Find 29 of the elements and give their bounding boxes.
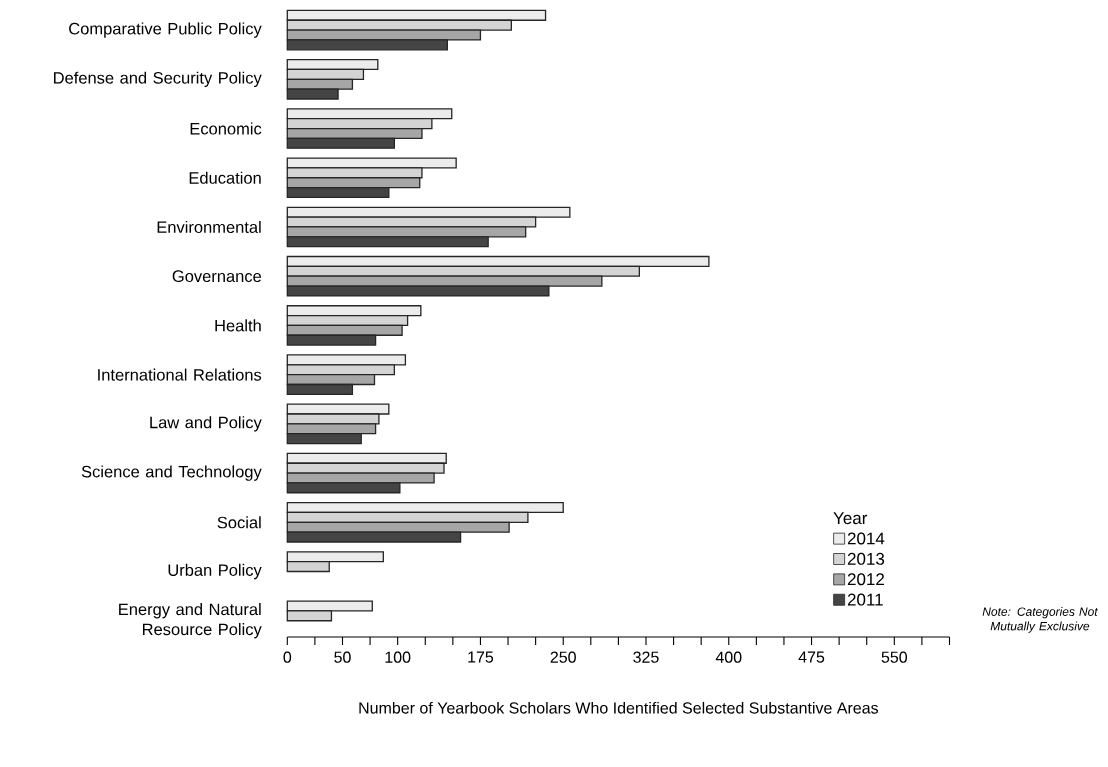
x-tick-label: 250 — [550, 651, 576, 663]
legend-label: 2014 — [847, 532, 885, 545]
x-tick-label: 550 — [881, 651, 908, 663]
y-tick-label: Law and Policy — [150, 416, 262, 432]
legend-label: 2013 — [847, 552, 885, 565]
y-tick-label: Energy and Natural Resource Policy — [119, 603, 262, 639]
x-axis-title: Number of Yearbook Scholars Who Identified Selected Substantive Areas — [359, 701, 879, 714]
y-tick-label: Science and Technology — [81, 465, 262, 481]
x-tick-label: 175 — [468, 651, 494, 663]
x-tick-label: 475 — [798, 651, 825, 663]
legend-label: 2011 — [847, 593, 883, 606]
y-tick-label: Health — [215, 319, 261, 332]
x-tick-label: 50 — [334, 651, 351, 663]
y-tick-label: Environmental — [157, 220, 261, 234]
x-tick-label: 100 — [385, 651, 411, 663]
legend-title: Year — [833, 512, 868, 525]
x-tick-label: 325 — [633, 651, 659, 663]
y-tick-label: Education — [189, 171, 261, 184]
y-tick-label: Economic — [190, 122, 262, 135]
y-tick-label: Defense and Security Policy — [54, 71, 262, 87]
x-tick-label: 400 — [715, 651, 742, 663]
y-tick-label: Comparative Public Policy — [69, 22, 262, 38]
x-tick-label: 0 — [283, 651, 292, 663]
text: Note: Categories Not Mutually Exclusive — [982, 607, 1099, 633]
y-tick-label: International Relations — [98, 368, 262, 381]
legend-label: 2012 — [847, 573, 884, 586]
y-tick-label: Governance — [172, 270, 262, 283]
y-tick-label: Urban Policy — [168, 563, 262, 580]
y-tick-label: Social — [217, 516, 261, 529]
